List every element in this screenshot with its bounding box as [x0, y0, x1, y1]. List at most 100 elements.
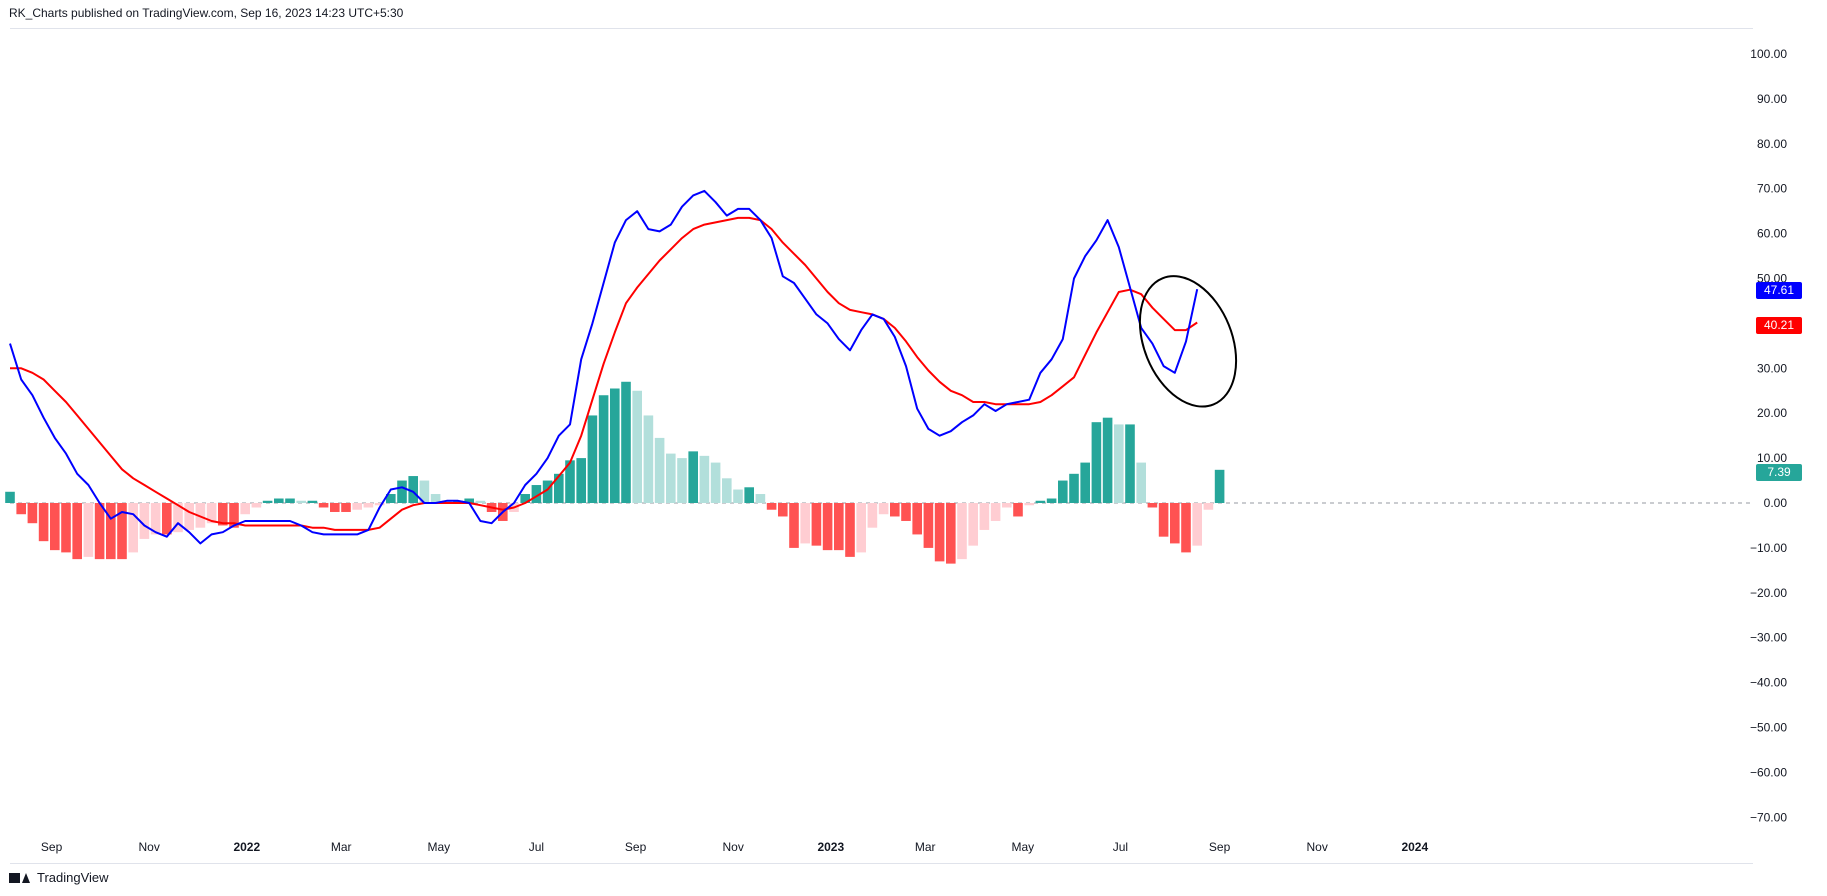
histogram-bar — [722, 478, 732, 503]
histogram-bar — [1002, 503, 1012, 508]
histogram-bar — [430, 494, 441, 503]
histogram-bar — [565, 460, 575, 503]
histogram-bar — [845, 503, 855, 557]
tradingview-branding[interactable]: TradingView — [9, 870, 109, 885]
histogram-bar — [262, 500, 273, 503]
histogram-bar — [789, 503, 799, 548]
x-tick-label: Jul — [1113, 840, 1128, 854]
price-axis: 100.0090.0080.0070.0060.0050.0040.0030.0… — [1750, 47, 1787, 824]
histogram-bar — [923, 503, 934, 548]
histogram-bar — [1147, 503, 1158, 508]
histogram-layer — [5, 381, 1225, 564]
histogram-bar — [934, 503, 945, 562]
histogram-bar — [397, 480, 407, 503]
histogram-bar — [352, 503, 362, 510]
y-tick-label: 30.00 — [1757, 361, 1787, 375]
histogram-bar — [632, 390, 642, 503]
histogram-bar — [1046, 498, 1057, 503]
histogram-bar — [1069, 473, 1079, 503]
y-tick-label: −50.00 — [1750, 721, 1787, 735]
histogram-bar — [206, 503, 217, 524]
x-tick-label: Mar — [331, 840, 352, 854]
histogram-bar — [240, 503, 250, 515]
x-tick-label: Sep — [1209, 840, 1231, 854]
histogram-bar — [912, 503, 922, 535]
y-tick-label: 100.00 — [1750, 47, 1787, 61]
y-tick-label: −60.00 — [1750, 765, 1787, 779]
histogram-bar — [117, 503, 127, 560]
histogram-bar — [150, 503, 161, 535]
histogram-bar — [542, 480, 553, 503]
brand-name: TradingView — [37, 870, 109, 885]
histogram-bar — [621, 381, 631, 503]
histogram-bar — [643, 415, 654, 503]
y-tick-label: 80.00 — [1757, 137, 1787, 151]
histogram-bar — [990, 503, 1001, 521]
y-tick-label: −70.00 — [1750, 810, 1787, 824]
histogram-bar — [173, 503, 183, 533]
y-tick-label: 10.00 — [1757, 451, 1787, 465]
histogram-bar — [677, 458, 687, 503]
chart-pane-frame — [10, 28, 1753, 864]
histogram-bar — [654, 437, 665, 503]
x-tick-label: 2024 — [1401, 840, 1428, 854]
histogram-bar — [94, 503, 105, 560]
histogram-bar — [5, 491, 15, 503]
histogram-bar — [766, 503, 777, 510]
histogram-bar — [867, 503, 878, 528]
histogram-bar — [218, 503, 228, 526]
histogram-bar — [1170, 503, 1180, 544]
histogram-bar — [442, 500, 452, 503]
histogram-bar — [285, 498, 295, 503]
histogram-bar — [598, 395, 609, 503]
histogram-bar — [710, 462, 721, 503]
histogram-bar — [475, 500, 486, 503]
histogram-bar — [946, 503, 956, 564]
histogram-bar — [699, 455, 710, 503]
histogram-bar — [408, 476, 418, 503]
histogram-bar — [229, 503, 239, 528]
histogram-bar — [1091, 422, 1102, 503]
annotation-layer — [1138, 275, 1238, 408]
histogram-bar — [1114, 424, 1124, 503]
histogram-bar — [688, 451, 698, 503]
x-tick-label: 2023 — [817, 840, 844, 854]
histogram-bar — [822, 503, 833, 551]
histogram-bar — [162, 503, 172, 535]
y-tick-label: 70.00 — [1757, 182, 1787, 196]
x-tick-label: Nov — [723, 840, 744, 854]
y-tick-label: −20.00 — [1750, 586, 1787, 600]
histogram-bar — [520, 494, 530, 503]
histogram-bar — [50, 503, 60, 551]
lines-layer — [9, 189, 1199, 545]
histogram-bar — [330, 503, 340, 512]
histogram-bar — [1013, 503, 1023, 517]
histogram-bar — [251, 503, 262, 508]
histogram-bar — [1181, 503, 1191, 553]
histogram-bar — [318, 503, 329, 508]
red-line-value-label: 40.21 — [1756, 317, 1802, 334]
histogram-bar — [666, 453, 676, 503]
histogram-bar — [453, 500, 463, 503]
histogram-bar — [576, 458, 586, 503]
histogram-bar — [957, 503, 967, 560]
histogram-bar — [1080, 462, 1090, 503]
y-tick-label: −10.00 — [1750, 541, 1787, 555]
publish-info: RK_Charts published on TradingView.com, … — [9, 6, 404, 20]
histogram-bar — [16, 503, 26, 515]
histogram-bar — [419, 480, 430, 503]
histogram-bar — [1058, 480, 1068, 503]
histogram-bar — [979, 503, 990, 530]
histogram-bar — [834, 503, 844, 551]
x-tick-label: May — [427, 840, 450, 854]
x-tick-label: Mar — [915, 840, 936, 854]
histogram-bar — [755, 494, 766, 503]
histogram-bar — [1024, 503, 1034, 506]
time-axis: Sep Nov 2022 Mar May Jul Sep Nov 2023 Mar May Jul Se… — [41, 840, 1429, 854]
histogram-bar — [901, 503, 911, 521]
histogram-bar — [890, 503, 900, 517]
histogram-bar — [1102, 417, 1113, 503]
histogram-bar — [61, 503, 71, 553]
x-tick-label: Sep — [41, 840, 63, 854]
